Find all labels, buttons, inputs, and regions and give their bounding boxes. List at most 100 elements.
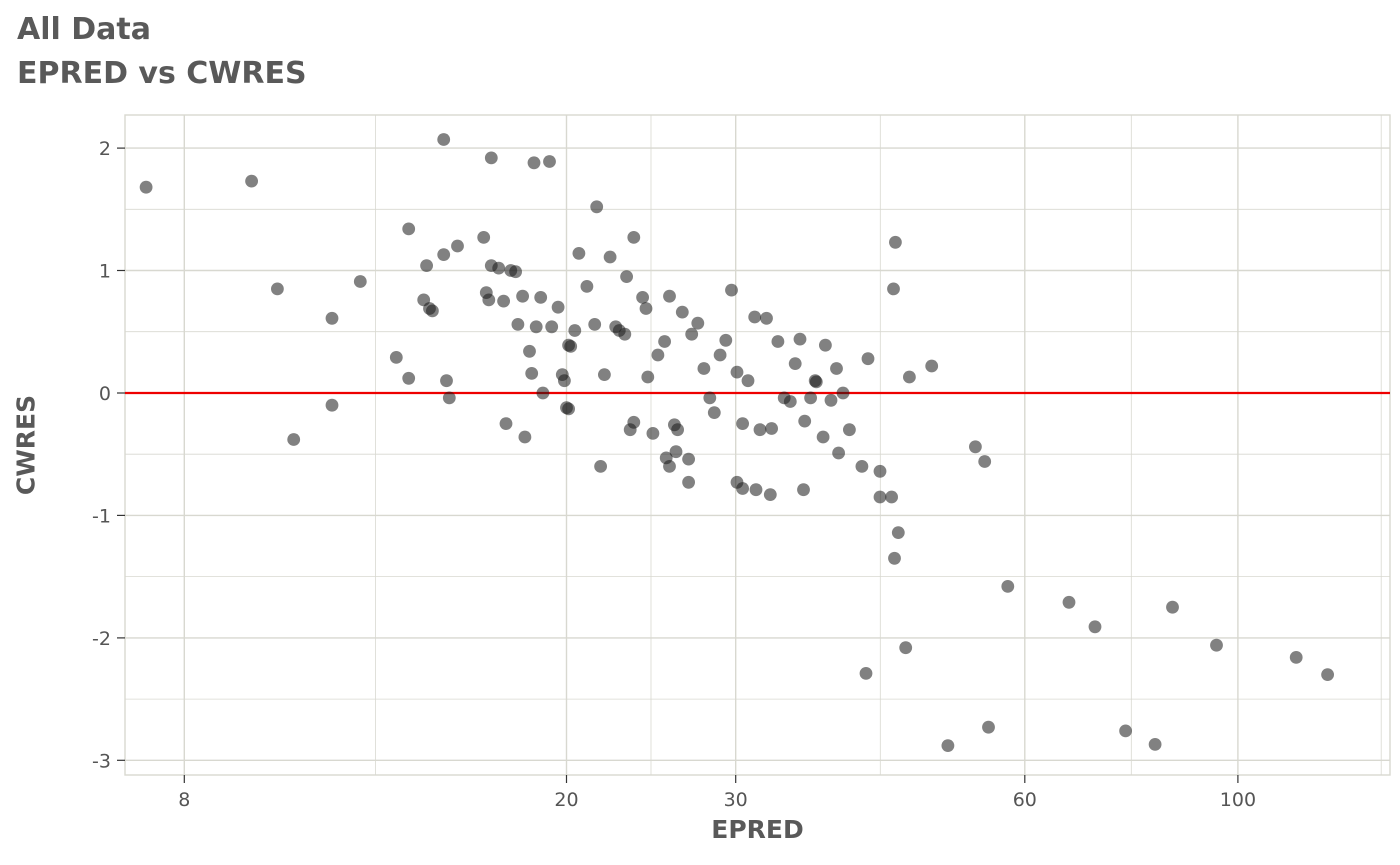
data-point (832, 446, 845, 460)
data-point (636, 291, 649, 304)
data-point (804, 391, 817, 405)
data-point (558, 374, 571, 388)
data-point (139, 180, 153, 194)
data-point (809, 375, 823, 389)
data-point (836, 386, 850, 400)
data-point (580, 280, 594, 293)
data-point (741, 374, 755, 388)
data-point (899, 641, 913, 655)
data-point (287, 433, 301, 446)
y-tick-label: -1 (92, 505, 111, 527)
data-point (748, 310, 762, 324)
data-point (765, 422, 778, 435)
data-point (627, 415, 641, 429)
data-point (651, 348, 665, 362)
plot-title: All Data (17, 12, 151, 47)
data-point (671, 423, 684, 437)
data-point (663, 289, 676, 303)
data-point (572, 247, 586, 260)
plot-subtitle: EPRED vs CWRES (17, 56, 307, 91)
y-tick-label: -3 (92, 750, 111, 772)
data-point (736, 417, 749, 430)
x-tick-label: 20 (554, 789, 578, 811)
data-point (620, 270, 633, 283)
panel-border (124, 114, 1391, 776)
data-point (941, 739, 955, 752)
data-point (497, 294, 510, 308)
data-point (888, 551, 901, 565)
data-point (753, 423, 767, 437)
y-tick-label: 1 (99, 261, 111, 283)
data-point (527, 156, 541, 170)
data-point (437, 248, 451, 261)
data-point (873, 464, 887, 478)
data-point (420, 259, 433, 272)
data-point (887, 282, 900, 296)
data-point (885, 490, 898, 504)
data-point (523, 344, 536, 358)
data-point (861, 352, 875, 366)
data-point (697, 362, 711, 375)
data-point (1001, 580, 1015, 593)
data-point (564, 340, 578, 353)
data-point (509, 265, 522, 279)
data-point (713, 348, 727, 362)
data-point (426, 304, 439, 318)
data-point (736, 482, 749, 495)
data-point (536, 386, 550, 400)
data-point (389, 351, 403, 364)
data-point (518, 430, 532, 444)
data-point (545, 320, 559, 334)
data-point (442, 391, 456, 405)
data-point (590, 200, 604, 214)
data-point (685, 327, 699, 341)
data-point (763, 488, 777, 501)
data-point (889, 235, 902, 249)
data-point (719, 333, 733, 347)
data-point (325, 311, 339, 325)
data-point (855, 460, 869, 473)
data-point (1062, 595, 1076, 609)
data-point (627, 231, 641, 244)
data-point (588, 318, 602, 331)
data-point (477, 231, 491, 244)
data-point (675, 305, 689, 319)
data-point (437, 133, 451, 146)
data-point (594, 460, 607, 473)
data-point (492, 261, 506, 275)
data-point (663, 460, 676, 473)
data-point (598, 368, 611, 381)
data-point (534, 291, 548, 304)
data-point (925, 359, 939, 373)
data-point (771, 335, 785, 348)
data-point (271, 282, 284, 296)
data-point (1088, 620, 1102, 634)
y-tick-label: 2 (99, 138, 111, 160)
x-tick-label: 100 (1220, 789, 1256, 811)
data-point (783, 395, 797, 408)
y-tick-label: 0 (99, 383, 111, 405)
data-point (691, 316, 705, 330)
data-point (245, 174, 258, 188)
x-tick-label: 30 (724, 789, 748, 811)
data-point (969, 440, 982, 454)
data-point (978, 455, 992, 468)
data-point (543, 155, 556, 168)
data-point (798, 414, 812, 428)
data-point (830, 362, 843, 375)
data-point (703, 391, 717, 405)
data-point (482, 293, 496, 307)
data-point (529, 320, 543, 334)
data-point (1321, 668, 1334, 681)
data-point (551, 300, 565, 314)
data-point (788, 357, 802, 370)
data-point (646, 427, 660, 440)
data-point (749, 483, 763, 497)
data-point (1210, 638, 1223, 652)
data-point (1289, 651, 1303, 664)
data-point (402, 371, 416, 385)
data-point (682, 475, 695, 489)
x-tick-label: 60 (1013, 789, 1037, 811)
data-point (982, 720, 995, 734)
data-point (725, 283, 738, 297)
